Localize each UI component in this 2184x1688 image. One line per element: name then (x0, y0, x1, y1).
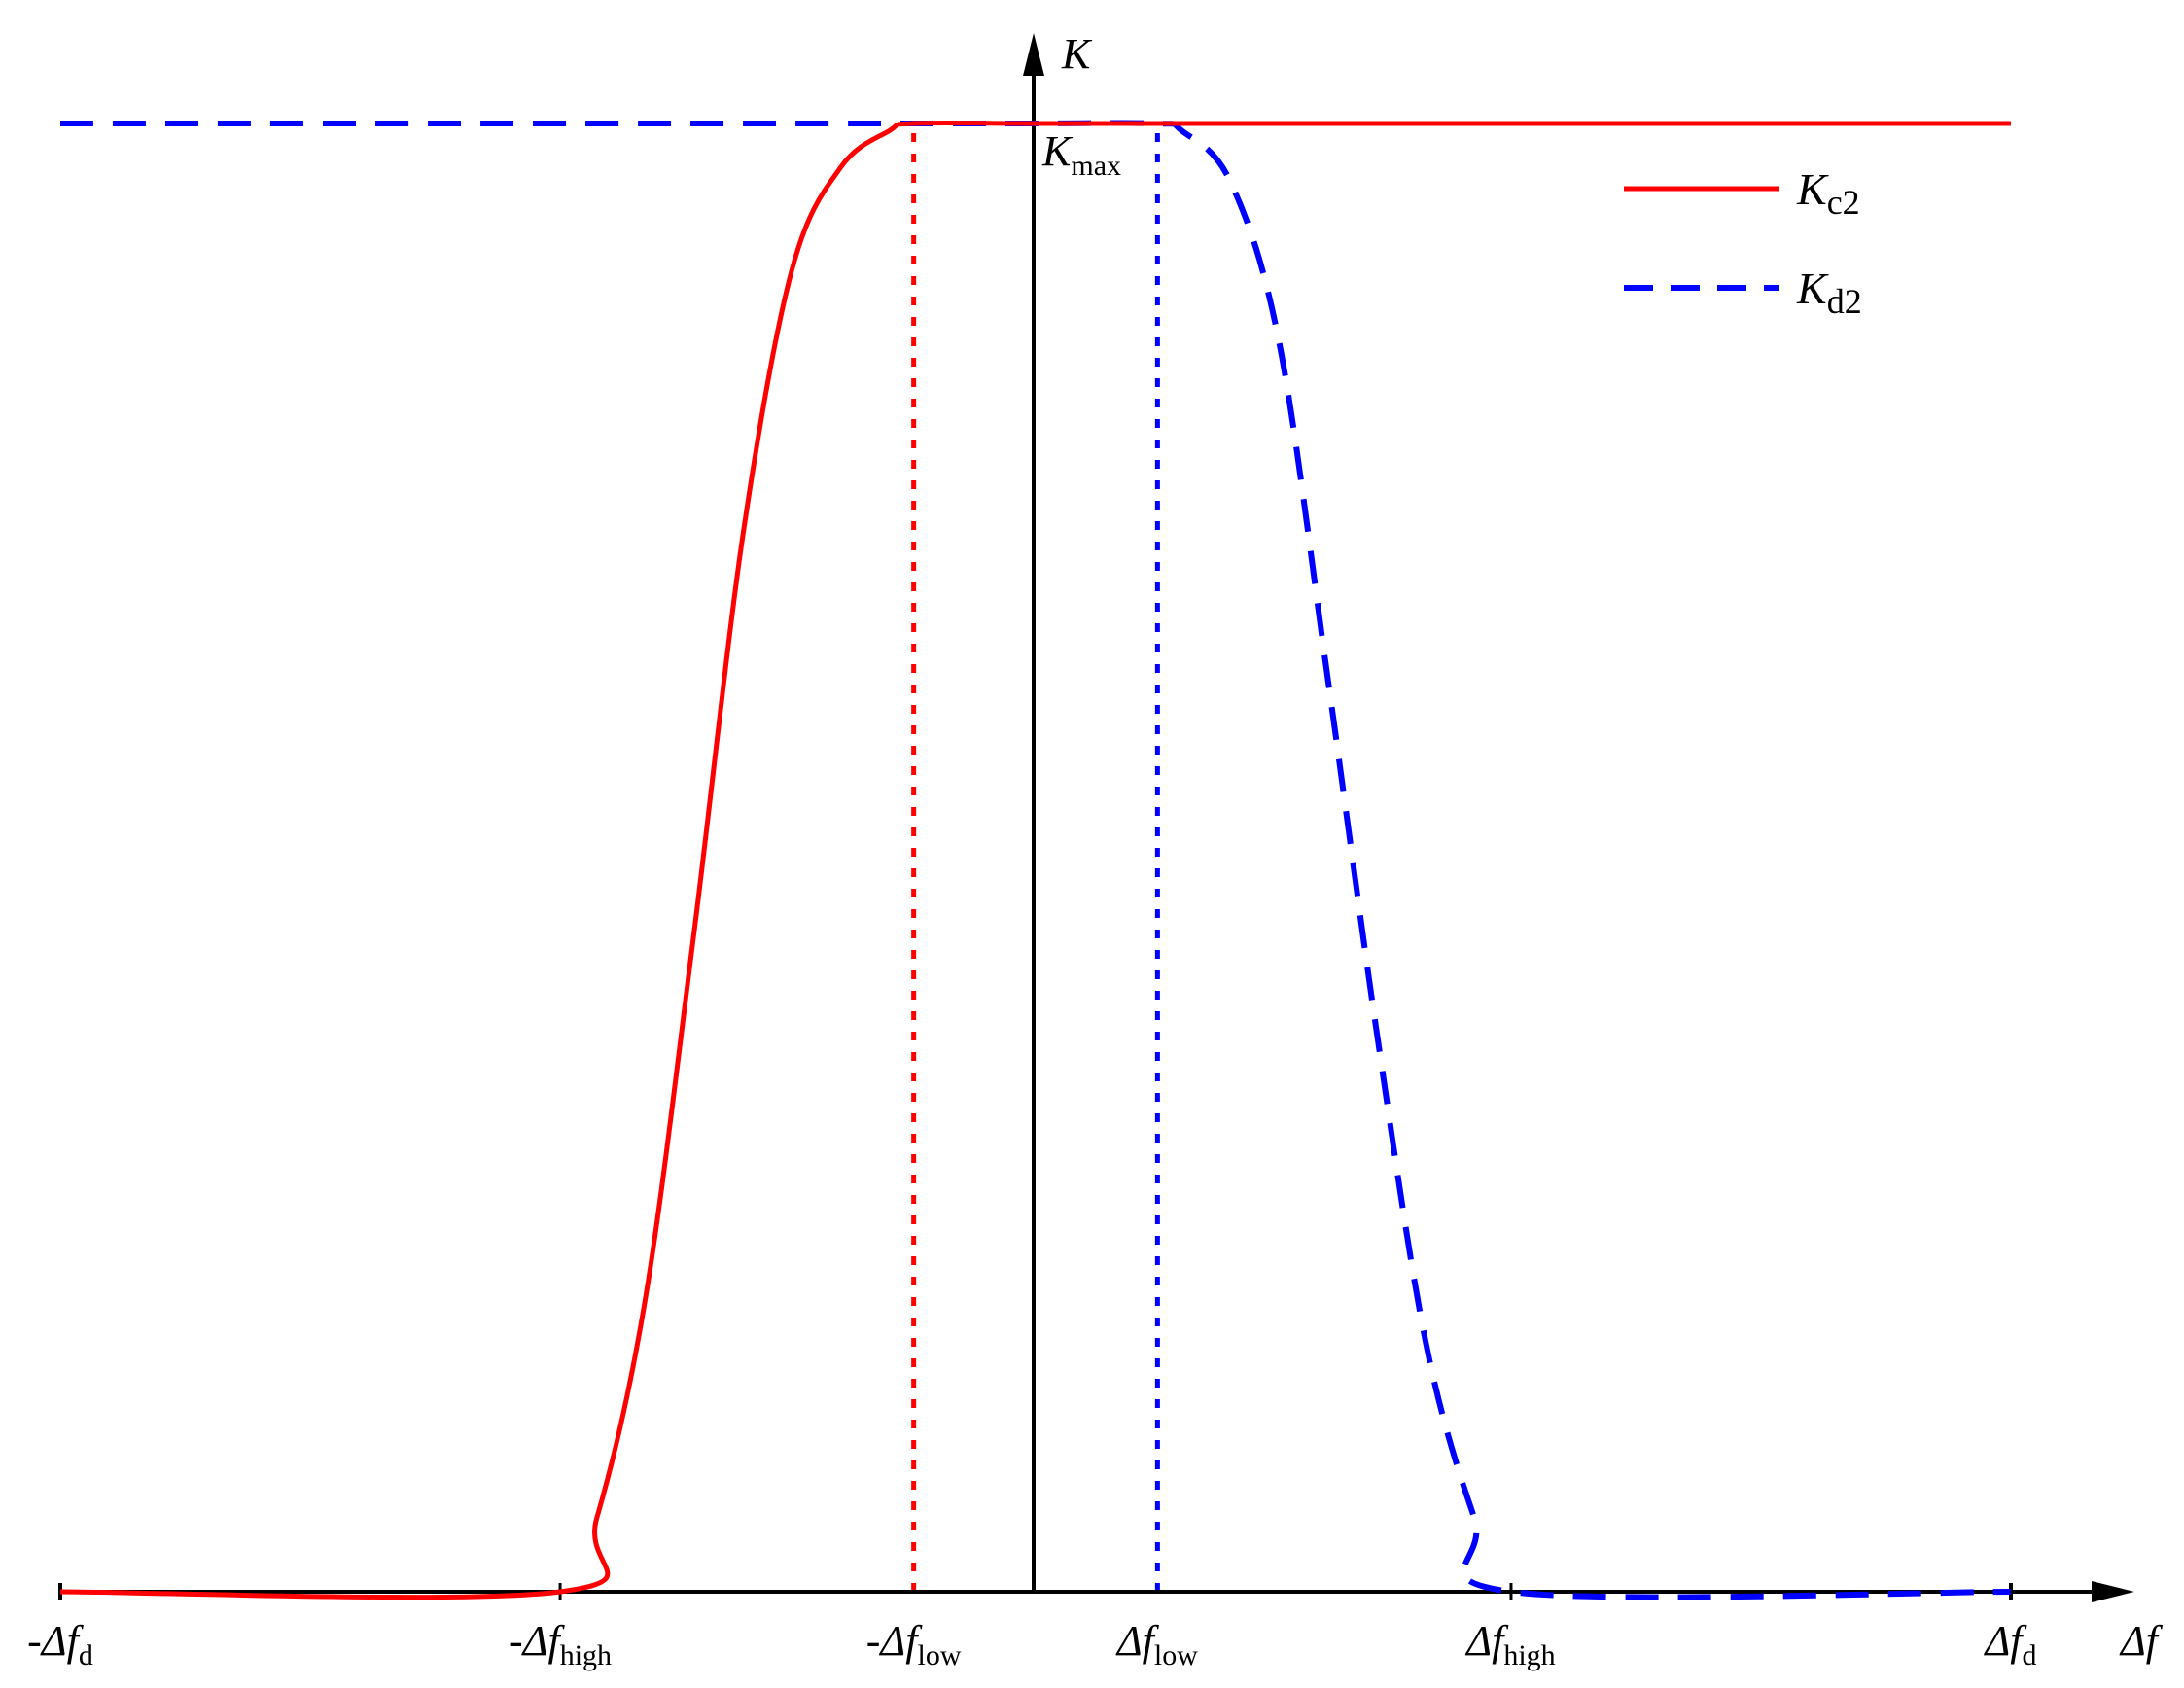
x-tick-label-5: Δfd (1983, 1617, 2036, 1671)
y-axis-label: K (1061, 30, 1093, 78)
x-axis-label: Δf (2119, 1617, 2164, 1665)
x-tick-label-2: -Δflow (866, 1617, 962, 1671)
axes (58, 33, 2134, 1602)
x-tick-label-3: Δflow (1115, 1617, 1198, 1671)
series-line-0 (59, 120, 2011, 1600)
y-axis-arrow (1023, 33, 1044, 76)
legend: Kc2 Kd2 (1624, 164, 1862, 321)
x-tick-label-1: -Δfhigh (509, 1617, 612, 1671)
y-tick-label-kmax: Kmax (1041, 127, 1121, 182)
legend-label-1: Kd2 (1796, 264, 1862, 321)
series-line-1 (60, 120, 2012, 1600)
tick-labels: -Δfd -Δfhigh -Δflow Δflow Δfhigh Δfd Δf K Kmax (27, 30, 2164, 1671)
x-tick-label-0: -Δfd (27, 1617, 93, 1671)
x-axis-arrow (2092, 1581, 2134, 1602)
series-layer (59, 120, 2012, 1600)
x-tick-label-4: Δfhigh (1464, 1617, 1555, 1671)
legend-label-0: Kc2 (1796, 164, 1860, 222)
